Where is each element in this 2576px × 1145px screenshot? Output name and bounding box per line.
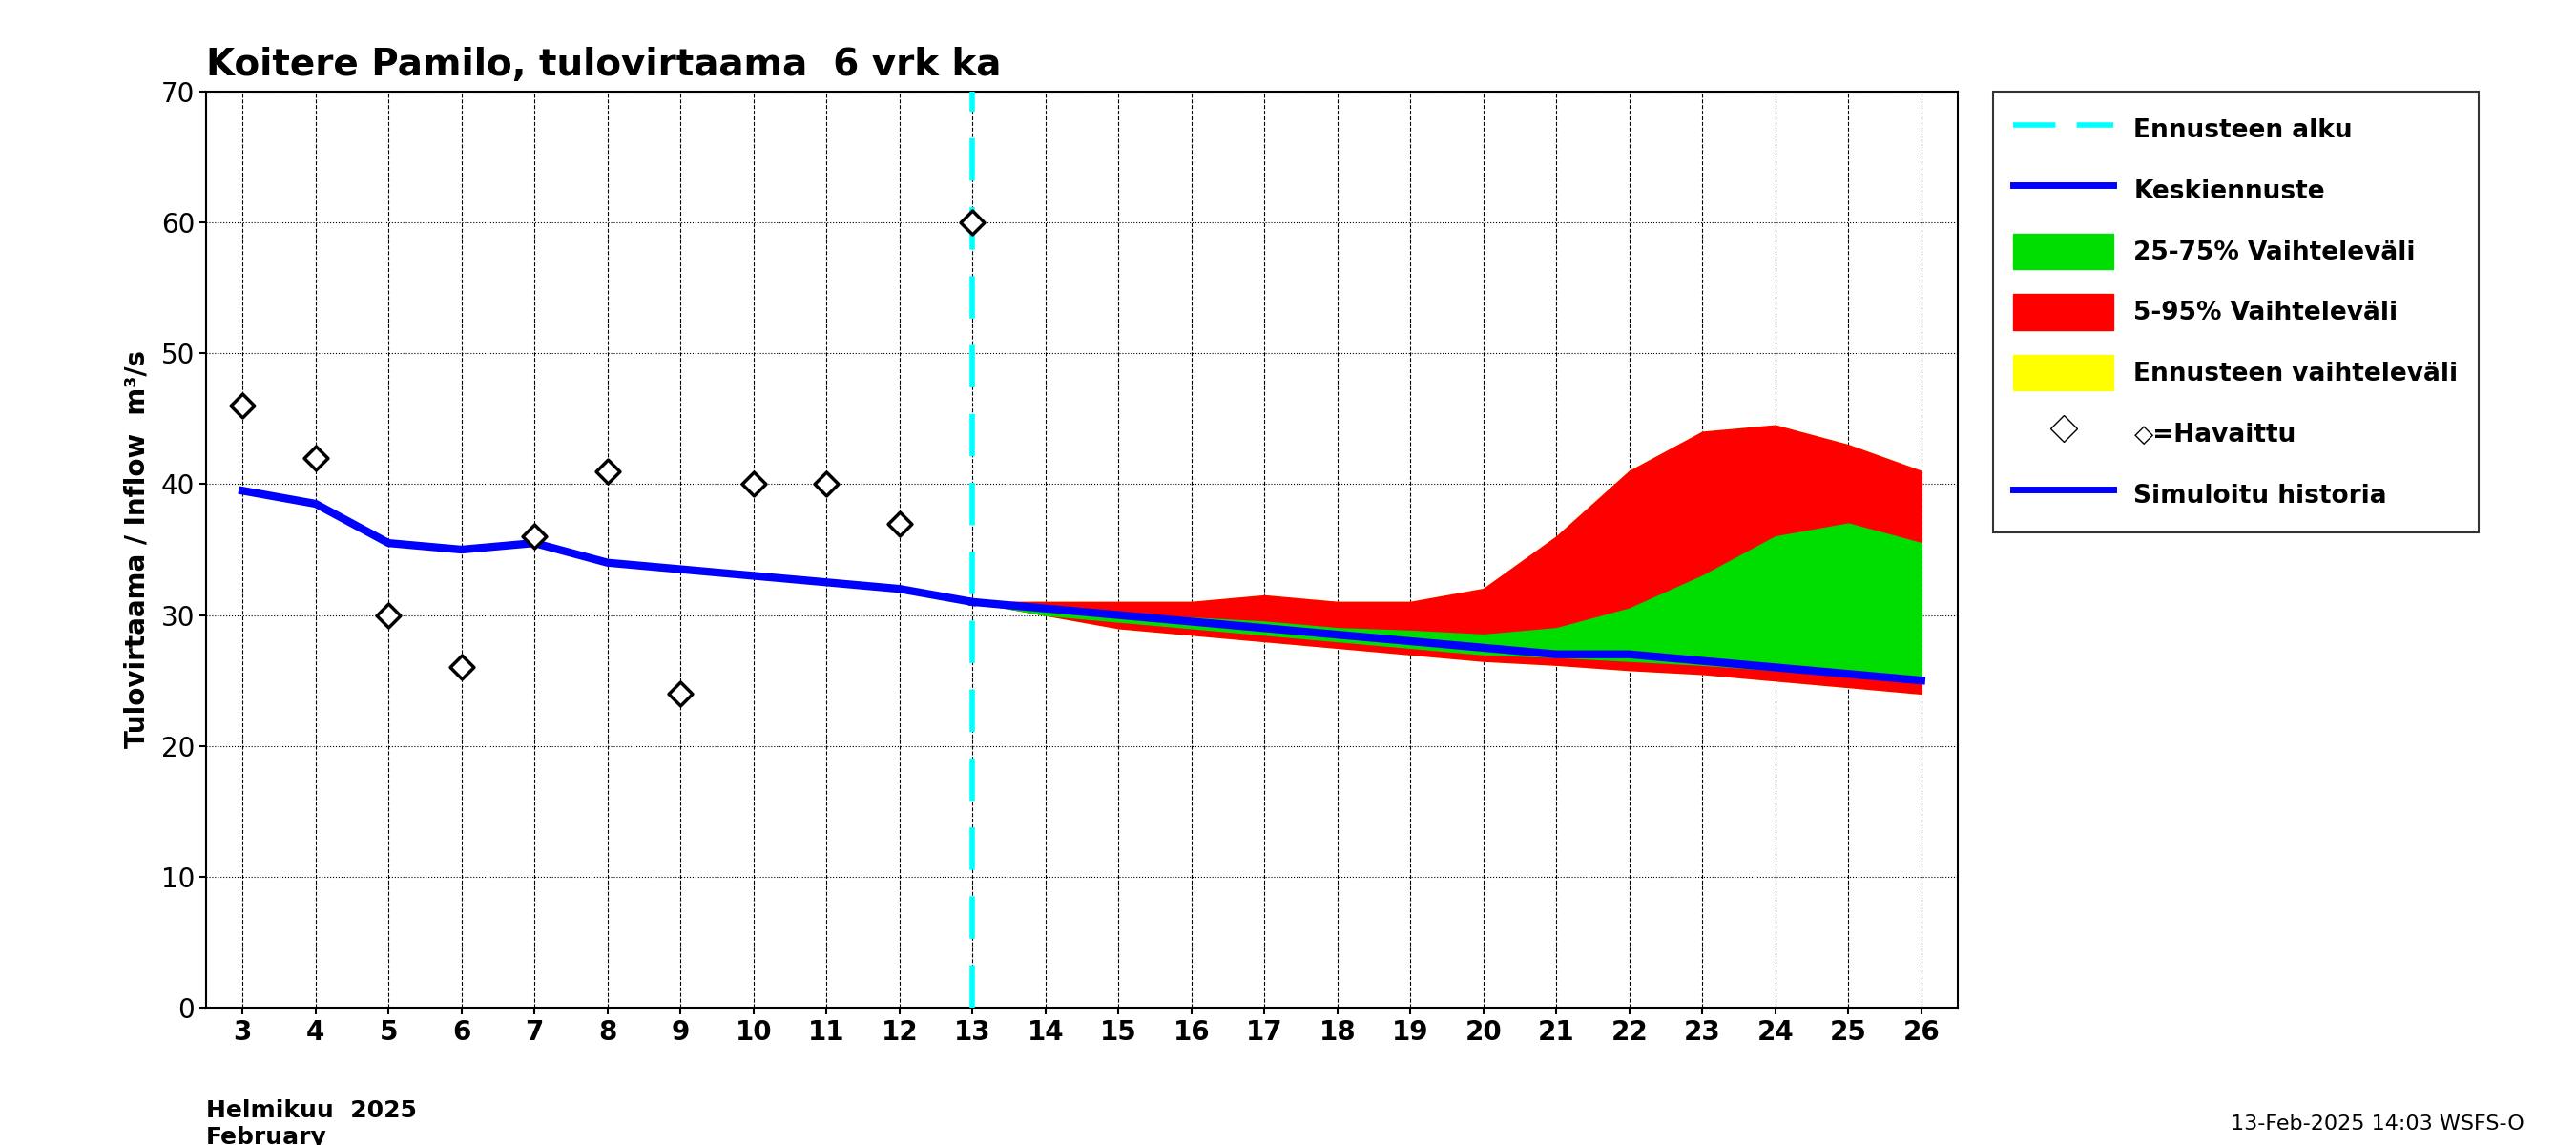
Text: Helmikuu  2025
February: Helmikuu 2025 February: [206, 1099, 417, 1145]
Point: [222, 396, 263, 414]
Point: [587, 461, 629, 480]
Point: [878, 514, 920, 532]
Point: [659, 685, 701, 703]
Point: [294, 449, 335, 467]
Point: [953, 213, 994, 231]
Point: [806, 475, 848, 493]
Text: 13-Feb-2025 14:03 WSFS-O: 13-Feb-2025 14:03 WSFS-O: [2231, 1114, 2524, 1134]
Legend: Ennusteen alku, Keskiennuste, 25-75% Vaihteleväli, 5-95% Vaihteleväli, Ennusteen: Ennusteen alku, Keskiennuste, 25-75% Vai…: [1994, 92, 2478, 532]
Point: [513, 528, 556, 546]
Text: Koitere Pamilo, tulovirtaama  6 vrk ka: Koitere Pamilo, tulovirtaama 6 vrk ka: [206, 47, 1002, 84]
Point: [732, 475, 773, 493]
Y-axis label: Tulovirtaama / Inflow  m³/s: Tulovirtaama / Inflow m³/s: [124, 350, 149, 749]
Point: [440, 658, 482, 677]
Point: [368, 606, 410, 624]
